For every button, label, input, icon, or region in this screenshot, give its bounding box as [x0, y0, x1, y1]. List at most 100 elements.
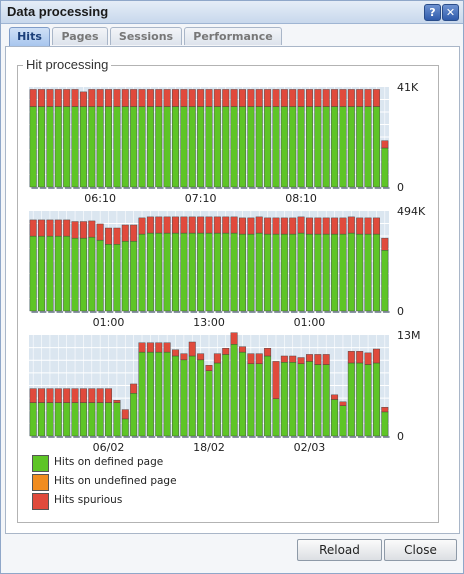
bar-shadow [349, 311, 357, 313]
bar-segment-defined [247, 233, 255, 312]
bar-segment-defined [247, 106, 255, 188]
bar-shadow [249, 187, 256, 189]
bar-segment-spurious [372, 89, 380, 107]
bar-segment-spurious [130, 224, 138, 242]
bar-shadow [207, 187, 214, 189]
bar-segment-defined [155, 351, 163, 437]
close-icon[interactable]: ✕ [442, 4, 459, 21]
bar-segment-spurious [155, 89, 163, 107]
bar-shadow [383, 311, 390, 313]
bar-shadow [198, 187, 206, 189]
close-button[interactable]: Close [384, 539, 457, 561]
tab-sessions[interactable]: Sessions [110, 27, 182, 45]
bar-shadow [341, 187, 348, 189]
bar-shadow [182, 311, 189, 313]
bar-segment-defined [146, 232, 154, 312]
x-tick-label: 01:00 [294, 316, 326, 329]
bar-segment-spurious [163, 89, 171, 107]
bar-segment-spurious [188, 341, 196, 357]
bar-shadow [374, 187, 382, 189]
bar-segment-spurious [113, 89, 121, 107]
bar-shadow [182, 187, 189, 189]
bar-segment-defined [364, 233, 372, 312]
bar-segment-spurious [46, 388, 54, 403]
bar-segment-defined [306, 361, 313, 437]
bar-shadow [349, 436, 357, 438]
bar-segment-defined [180, 106, 188, 188]
bar-shadow [232, 311, 239, 313]
bar-shadow [274, 436, 281, 438]
bar-segment-spurious [96, 89, 104, 107]
bar-segment-spurious [46, 89, 54, 107]
bar-segment-defined [322, 233, 330, 312]
bar-segment-spurious [105, 227, 113, 245]
bar-shadow [31, 436, 38, 438]
bar-segment-spurious [29, 219, 37, 237]
bar-shadow [148, 436, 156, 438]
bar-segment-defined [314, 233, 322, 312]
bar-segment-spurious [339, 401, 347, 406]
bar-segment-spurious [272, 217, 280, 235]
bar-segment-defined [264, 233, 272, 312]
bar-segment-spurious [255, 216, 263, 234]
bar-shadow [131, 436, 139, 438]
bar-segment-defined [63, 106, 71, 188]
bar-segment-defined [88, 106, 96, 188]
bar-shadow [215, 311, 223, 313]
bar-shadow [290, 187, 298, 189]
bar-segment-spurious [314, 354, 322, 365]
bar-shadow [357, 311, 365, 313]
bar-segment-spurious [79, 388, 87, 403]
bar-shadow [366, 436, 373, 438]
tab-pages[interactable]: Pages [52, 27, 108, 45]
bar-shadow [290, 436, 298, 438]
bar-segment-spurious [63, 219, 71, 237]
bar-shadow [148, 187, 156, 189]
bar-segment-spurious [121, 224, 129, 242]
bar-shadow [190, 311, 198, 313]
bar-shadow [73, 311, 80, 313]
bar-shadow [56, 187, 64, 189]
bar-segment-defined [255, 232, 263, 312]
bar-shadow [257, 436, 264, 438]
tab-hits[interactable]: Hits [9, 27, 50, 46]
bar-segment-spurious [297, 89, 305, 107]
bar-shadow [207, 436, 214, 438]
bar-shadow [140, 311, 147, 313]
bar-segment-spurious [29, 89, 37, 107]
reload-button[interactable]: Reload [297, 539, 382, 561]
bar-segment-defined [213, 362, 221, 437]
bar-segment-defined [121, 106, 129, 188]
bar-segment-spurious [213, 89, 221, 107]
bar-segment-defined [79, 402, 87, 437]
bar-segment-spurious [197, 216, 205, 234]
bar-segment-spurious [289, 217, 297, 235]
legend-swatch-spurious [32, 493, 49, 510]
bar-segment-defined [331, 106, 339, 188]
tab-performance[interactable]: Performance [184, 27, 282, 45]
y-axis-max-label: 494K [397, 205, 426, 218]
bar-shadow [240, 436, 248, 438]
bar-shadow [274, 187, 281, 189]
help-icon[interactable]: ? [424, 4, 441, 21]
bar-segment-spurious [264, 89, 272, 107]
bar-segment-spurious [180, 89, 188, 107]
bar-shadow [324, 436, 331, 438]
x-tick-label: 18/02 [193, 441, 225, 454]
bar-segment-defined [138, 351, 146, 437]
bar-shadow [98, 436, 105, 438]
bar-shadow [207, 311, 214, 313]
bar-segment-spurious [339, 217, 347, 235]
bar-segment-defined [230, 344, 238, 437]
bar-segment-defined [239, 233, 246, 312]
bar-shadow [274, 311, 281, 313]
bar-shadow [56, 311, 64, 313]
bar-segment-defined [188, 232, 196, 312]
bar-segment-defined [113, 402, 121, 437]
bar-shadow [182, 436, 189, 438]
bar-segment-defined [54, 402, 62, 437]
bar-segment-spurious [38, 89, 46, 107]
bar-shadow [357, 436, 365, 438]
bar-shadow [165, 187, 172, 189]
bar-segment-defined [356, 233, 364, 312]
